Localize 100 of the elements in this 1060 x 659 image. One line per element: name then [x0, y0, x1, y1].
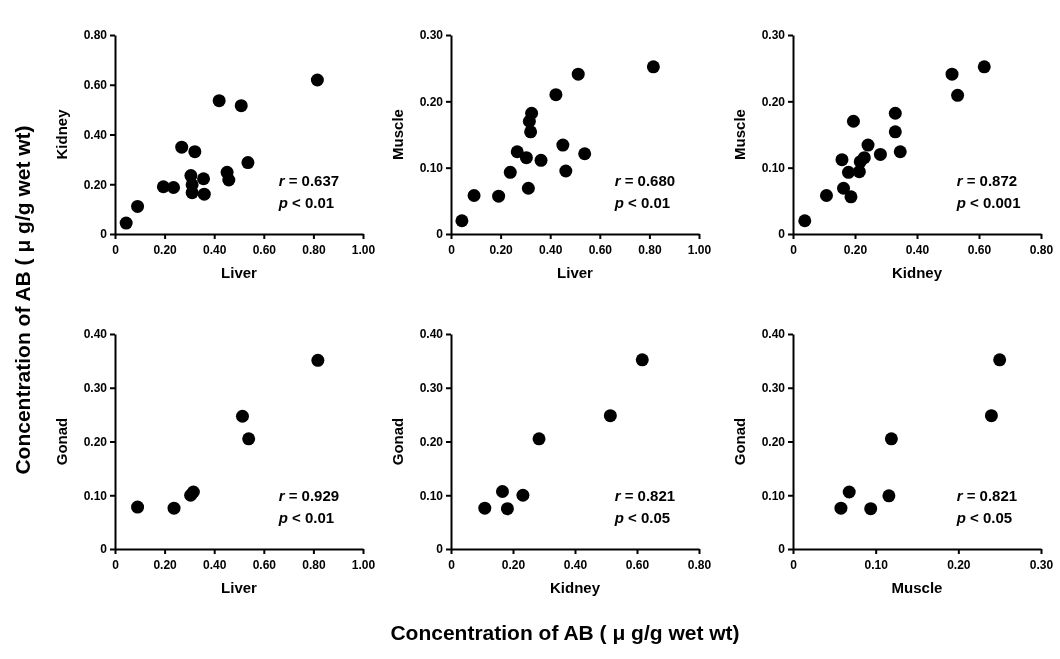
x-axis-title: Kidney	[891, 264, 943, 281]
point	[478, 501, 492, 515]
x-tick-label: 0.80	[302, 558, 326, 572]
y-tick-label: 0.60	[83, 78, 108, 93]
x-tick-label: 1.00	[351, 558, 376, 572]
y-tick-label: 0.30	[761, 28, 786, 43]
annotation: p < 0.05	[613, 509, 671, 526]
point	[861, 138, 875, 152]
point	[212, 94, 226, 108]
x-tick-label: 0.60	[252, 558, 277, 572]
x-tick-label: 0.60	[967, 243, 992, 257]
y-tick-label: 0.30	[83, 381, 108, 396]
x-tick-label: 0.30	[1029, 558, 1054, 572]
annotation: r = 0.872	[956, 172, 1018, 189]
point	[559, 164, 573, 178]
x-tick-label: 0.80	[302, 243, 326, 257]
point	[510, 145, 524, 159]
x-tick-label: 0.40	[563, 558, 588, 572]
annotation: p < 0.001	[955, 194, 1021, 211]
point	[503, 165, 517, 179]
annotation: p < 0.01	[277, 194, 335, 211]
x-axis-title: Kidney	[549, 579, 601, 596]
annotation: r = 0.637	[278, 172, 340, 189]
x-tick-label: 0.40	[905, 243, 930, 257]
point	[951, 88, 965, 102]
y-tick-label: 0	[778, 227, 786, 242]
x-tick-label: 0.10	[864, 558, 889, 572]
point	[242, 432, 256, 446]
point	[241, 156, 255, 170]
x-axis-title: Muscle	[891, 579, 943, 596]
point	[222, 173, 236, 187]
point	[844, 190, 858, 204]
x-tick-label: 1.00	[687, 243, 712, 257]
y-tick-label: 0.40	[83, 327, 108, 342]
point	[188, 145, 202, 159]
y-tick-label: 0.20	[83, 434, 108, 449]
x-axis-title: Liver	[221, 579, 258, 596]
point	[798, 214, 812, 228]
y-tick-label: 0.20	[419, 434, 444, 449]
point	[882, 489, 896, 503]
x-axis-title: Liver	[221, 264, 258, 281]
point	[310, 73, 324, 87]
annotation: p < 0.01	[613, 194, 671, 211]
point	[841, 165, 855, 179]
point	[234, 99, 248, 113]
annotation: p < 0.05	[955, 509, 1013, 526]
point	[455, 214, 469, 228]
y-tick-label: 0.20	[761, 434, 786, 449]
x-tick-label: 0.60	[625, 558, 650, 572]
point	[524, 125, 538, 139]
point	[131, 199, 145, 213]
y-tick-label: 0.10	[419, 161, 444, 176]
point	[603, 409, 617, 423]
point	[945, 67, 959, 81]
point	[549, 88, 563, 102]
point	[888, 106, 902, 120]
y-tick-label: 0.20	[83, 177, 108, 192]
point	[834, 501, 848, 515]
point	[888, 125, 902, 139]
point	[467, 189, 481, 203]
point	[864, 502, 878, 516]
point	[635, 353, 649, 367]
point	[516, 488, 530, 502]
x-tick-label: 0.80	[687, 558, 712, 572]
point	[977, 60, 991, 74]
x-tick-label: 0.80	[638, 243, 662, 257]
x-tick-label: 0.40	[203, 243, 227, 257]
point	[578, 147, 592, 161]
y-tick-label: 0	[778, 542, 786, 557]
text: Concentration of AB ( μ g/g wet wt)	[11, 125, 34, 475]
point	[842, 485, 856, 499]
point	[311, 353, 325, 367]
y-axis-title: Gonad	[389, 417, 406, 466]
x-tick-label: 0.20	[153, 558, 178, 572]
point	[837, 181, 851, 195]
y-tick-label: 0	[436, 227, 444, 242]
x-tick-label: 0	[112, 558, 120, 572]
x-tick-label: 0.40	[539, 243, 563, 257]
y-axis-title: Gonad	[731, 417, 748, 466]
y-tick-label: 0.30	[419, 381, 444, 396]
y-tick-label: 0.40	[761, 327, 786, 342]
annotation: r = 0.821	[956, 487, 1018, 504]
y-axis-title: Muscle	[731, 109, 748, 160]
x-axis-title: Liver	[557, 264, 594, 281]
point	[993, 353, 1007, 367]
x-tick-label: 0.20	[489, 243, 514, 257]
annotation: p < 0.01	[277, 509, 335, 526]
y-tick-label: 0	[100, 542, 108, 557]
point	[556, 138, 570, 152]
x-tick-label: 0.40	[203, 558, 227, 572]
annotation: r = 0.680	[614, 172, 676, 189]
x-tick-label: 0.20	[501, 558, 526, 572]
point	[646, 60, 660, 74]
x-tick-label: 0	[448, 558, 456, 572]
point	[884, 432, 898, 446]
y-tick-label: 0.20	[419, 94, 444, 109]
y-tick-label: 0	[100, 227, 108, 242]
x-tick-label: 0	[790, 243, 798, 257]
y-tick-label: 0.20	[761, 94, 786, 109]
x-tick-label: 0.20	[843, 243, 868, 257]
